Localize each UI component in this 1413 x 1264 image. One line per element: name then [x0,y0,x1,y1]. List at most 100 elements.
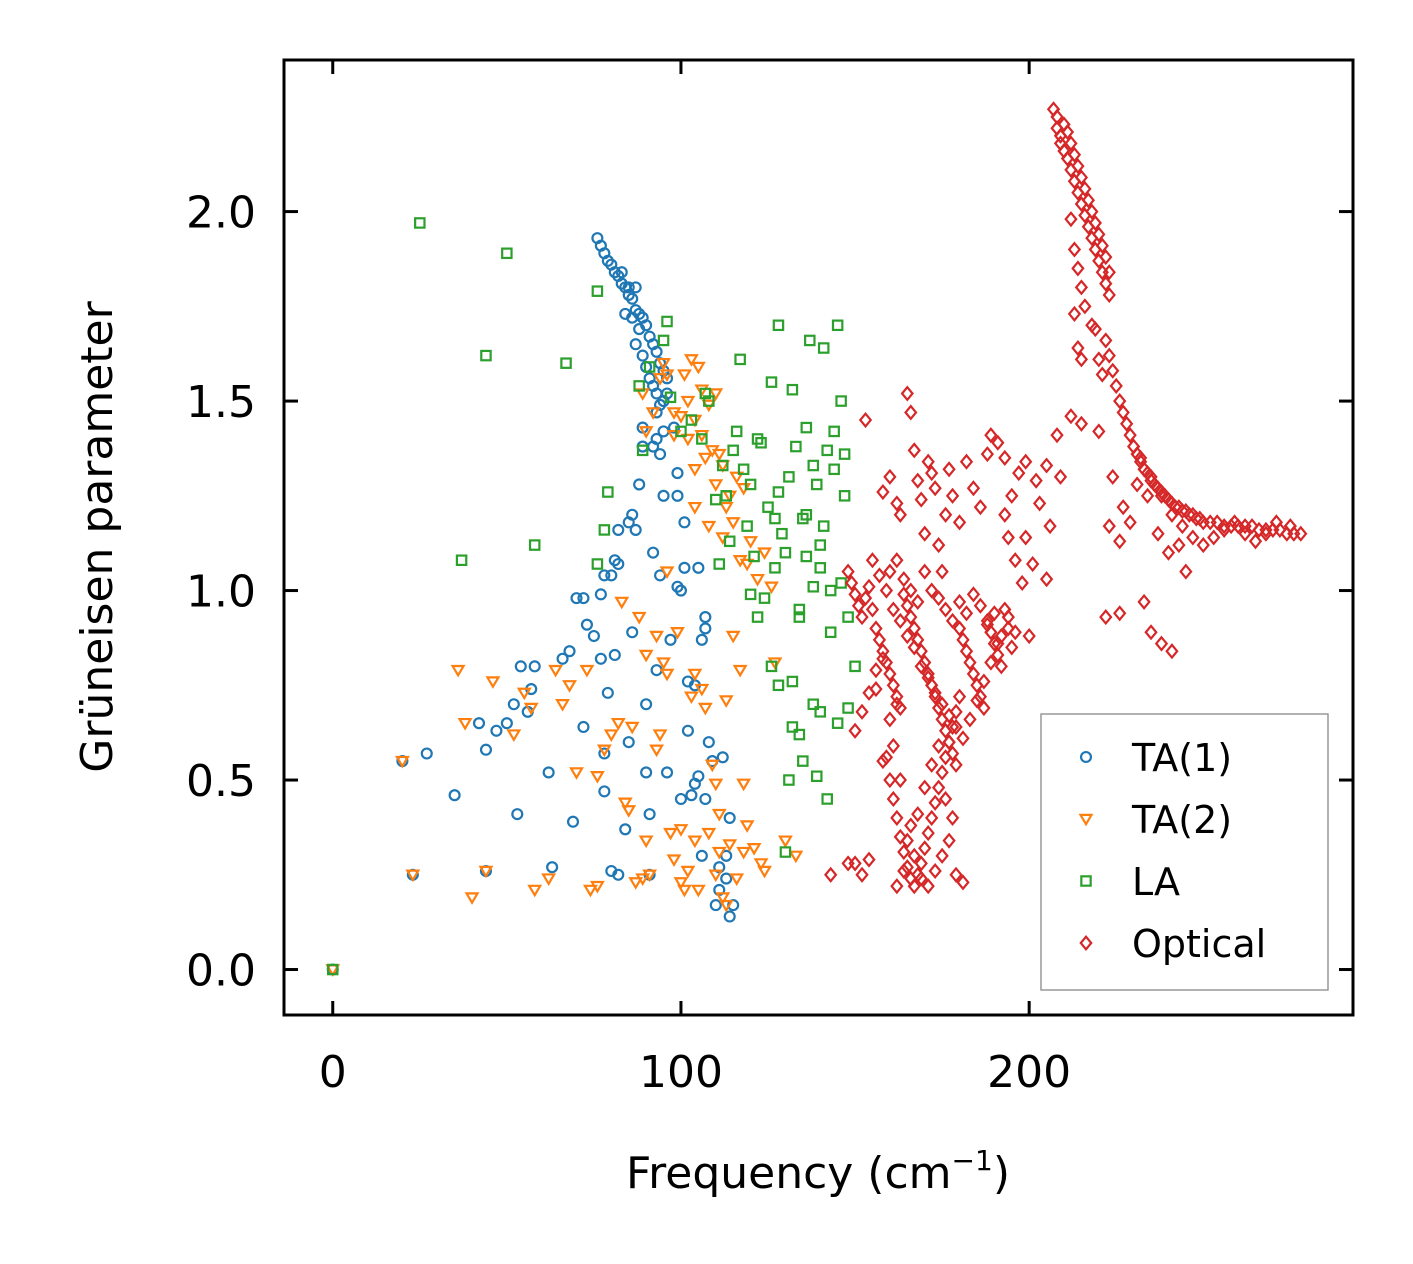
data-point [1154,635,1169,652]
data-point [720,872,733,885]
legend-items: TA(1) TA(2) LA Optical [1078,736,1266,966]
data-point [1116,499,1130,516]
data-point [883,665,897,682]
series-ta-2 [325,354,804,977]
data-point [769,512,781,525]
data-point [767,657,783,670]
data-point [699,387,712,400]
data-point [643,808,656,821]
data-point [720,490,732,502]
data-point [928,794,942,811]
data-point [1074,279,1089,296]
data-point [673,824,689,837]
data-point [807,698,820,711]
data-point [807,459,820,472]
data-point [876,483,890,501]
data-point [928,862,942,880]
data-point [1092,351,1106,368]
data-point [1207,529,1221,546]
data-point [675,425,687,438]
data-point [991,434,1005,451]
data-point [865,601,880,618]
data-point [918,563,932,580]
data-point [514,660,527,673]
data-point [1165,506,1179,523]
data-point [1001,609,1015,626]
data-point [1120,415,1134,432]
legend-label: TA(2) [1131,798,1232,842]
data-point [1113,393,1127,410]
data-point [1175,518,1190,535]
data-point [855,866,869,883]
data-point [755,436,767,449]
data-point [1109,377,1123,394]
data-point [1106,362,1120,379]
data-point [911,593,925,610]
data-point [673,411,689,424]
data-point [890,688,904,705]
data-point [1039,457,1054,474]
data-point [1283,518,1297,535]
data-point [817,342,830,354]
data-point [659,369,675,382]
axis-ticks: 0 100 200 0.0 0.5 1.0 1.5 2.0 [186,60,1353,1098]
legend-marker [1079,750,1093,764]
data-point [963,711,977,728]
data-point [1012,465,1026,482]
data-point [664,633,677,646]
series-optical [824,101,1308,895]
data-point [394,755,410,769]
data-point [893,612,907,629]
data-point [858,411,873,429]
legend-item: TA(2) [1078,798,1232,842]
data-point [1008,624,1022,641]
data-point [835,395,847,407]
data-point [615,266,628,279]
data-point [893,771,907,789]
data-point [635,388,651,401]
data-point [1151,525,1165,542]
data-point [1165,643,1179,660]
data-point [776,527,788,540]
data-point [472,717,486,730]
data-point [1074,351,1089,368]
data-point [841,855,855,872]
data-point [952,514,967,531]
data-point [956,874,970,891]
data-point [987,605,1001,622]
data-point [921,665,935,682]
data-point [779,546,792,559]
data-point [1248,533,1263,550]
data-point [886,737,901,754]
data-point [663,827,678,841]
data-point [598,785,611,798]
data-point [694,429,710,443]
data-point [708,869,724,883]
data-point [904,817,918,834]
data-point [701,520,717,534]
data-point [1238,525,1252,542]
data-point [723,910,736,923]
data-point [914,855,928,872]
data-point [1102,264,1116,281]
data-point [687,835,703,849]
data-point [998,449,1012,466]
data-point [907,847,921,864]
data-point [793,728,806,741]
data-point [711,808,727,822]
data-point [638,426,654,439]
data-point [734,353,746,366]
data-point [911,472,925,489]
data-point [577,592,590,605]
data-point [879,654,894,671]
data-point [577,720,590,734]
data-point [680,433,696,447]
data-point [579,664,595,678]
data-point [598,524,611,536]
data-point [645,407,661,420]
data-point [1113,533,1127,550]
data-point [977,673,991,690]
data-point [666,407,682,420]
data-point [762,501,774,513]
